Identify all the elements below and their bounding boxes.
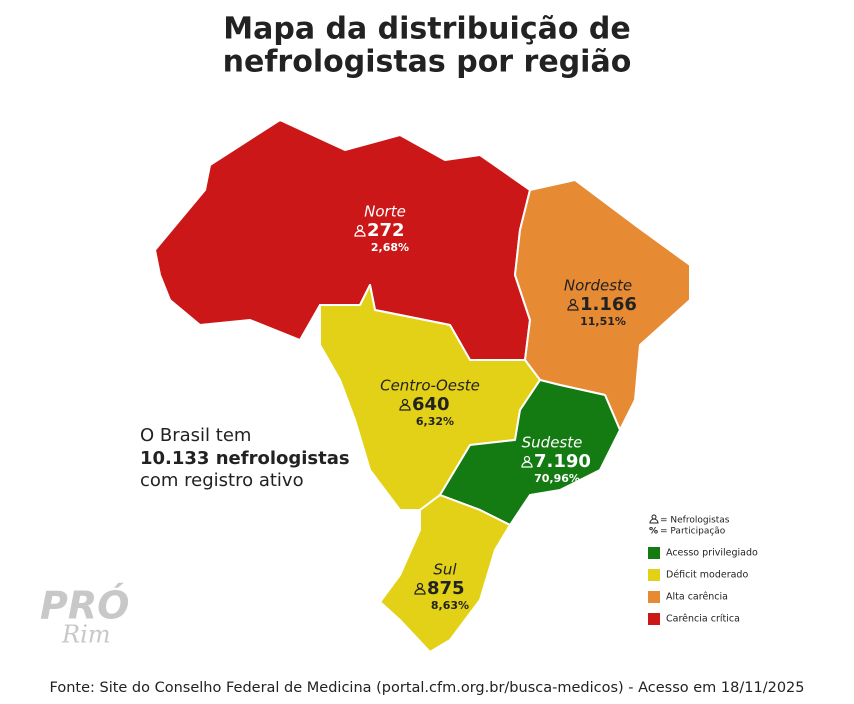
region-count: 1.166: [580, 294, 637, 315]
logo-text: Rim: [61, 621, 111, 649]
legend-swatch: [648, 591, 660, 603]
legend-text: = Participação: [660, 527, 726, 537]
region-count: 875: [427, 578, 465, 599]
region-count: 640: [412, 394, 450, 415]
legend-text: = Nefrologistas: [660, 516, 730, 526]
region-name: Sudeste: [522, 434, 583, 452]
legend-swatch: [648, 547, 660, 559]
legend-label: Acesso privilegiado: [666, 548, 758, 559]
region-name: Nordeste: [564, 277, 632, 295]
person-icon: [649, 514, 659, 524]
region-sul: [379, 494, 511, 653]
person-icon: [414, 582, 426, 595]
title: nefrologistas por região: [223, 45, 632, 80]
legend-label: Alta carência: [666, 592, 728, 603]
region-name: Centro-Oeste: [380, 377, 480, 395]
region-share: 6,32%: [416, 415, 454, 428]
region-share: 8,63%: [431, 599, 469, 612]
region-share: 11,51%: [580, 315, 626, 328]
region-count: 7.190: [534, 451, 591, 472]
legend: = Nefrologistas % = Participação Acesso …: [648, 514, 758, 625]
logo-text: PRÓ: [40, 584, 129, 628]
region-sudeste: [439, 379, 621, 526]
legend-swatch: [648, 569, 660, 581]
legend-swatch: [648, 613, 660, 625]
icon-part: [521, 461, 533, 468]
person-icon: [354, 224, 366, 237]
person-icon: [399, 398, 411, 411]
icon-part: [567, 304, 579, 311]
person-icon: [567, 298, 579, 311]
region-share: 2,68%: [371, 241, 409, 254]
icon-part: [354, 230, 366, 237]
region-share: 70,96%: [534, 472, 580, 485]
region-count: 272: [367, 220, 405, 241]
region-name: Norte: [364, 203, 406, 221]
footer: Fonte: Site do Conselho Federal de Medic…: [50, 680, 805, 696]
summary-text: O Brasil tem: [140, 425, 251, 446]
summary-text: 10.133 nefrologistas: [140, 448, 350, 469]
person-icon: [521, 455, 533, 468]
region-name: Sul: [433, 561, 457, 579]
icon-part: [414, 588, 426, 595]
legend-label: Déficit moderado: [666, 570, 748, 581]
title: Mapa da distribuição de: [223, 12, 630, 47]
legend-label: Carência crítica: [666, 614, 740, 625]
legend-symbol: %: [649, 527, 658, 537]
icon-part: [399, 404, 411, 411]
summary-text: com registro ativo: [140, 470, 304, 491]
